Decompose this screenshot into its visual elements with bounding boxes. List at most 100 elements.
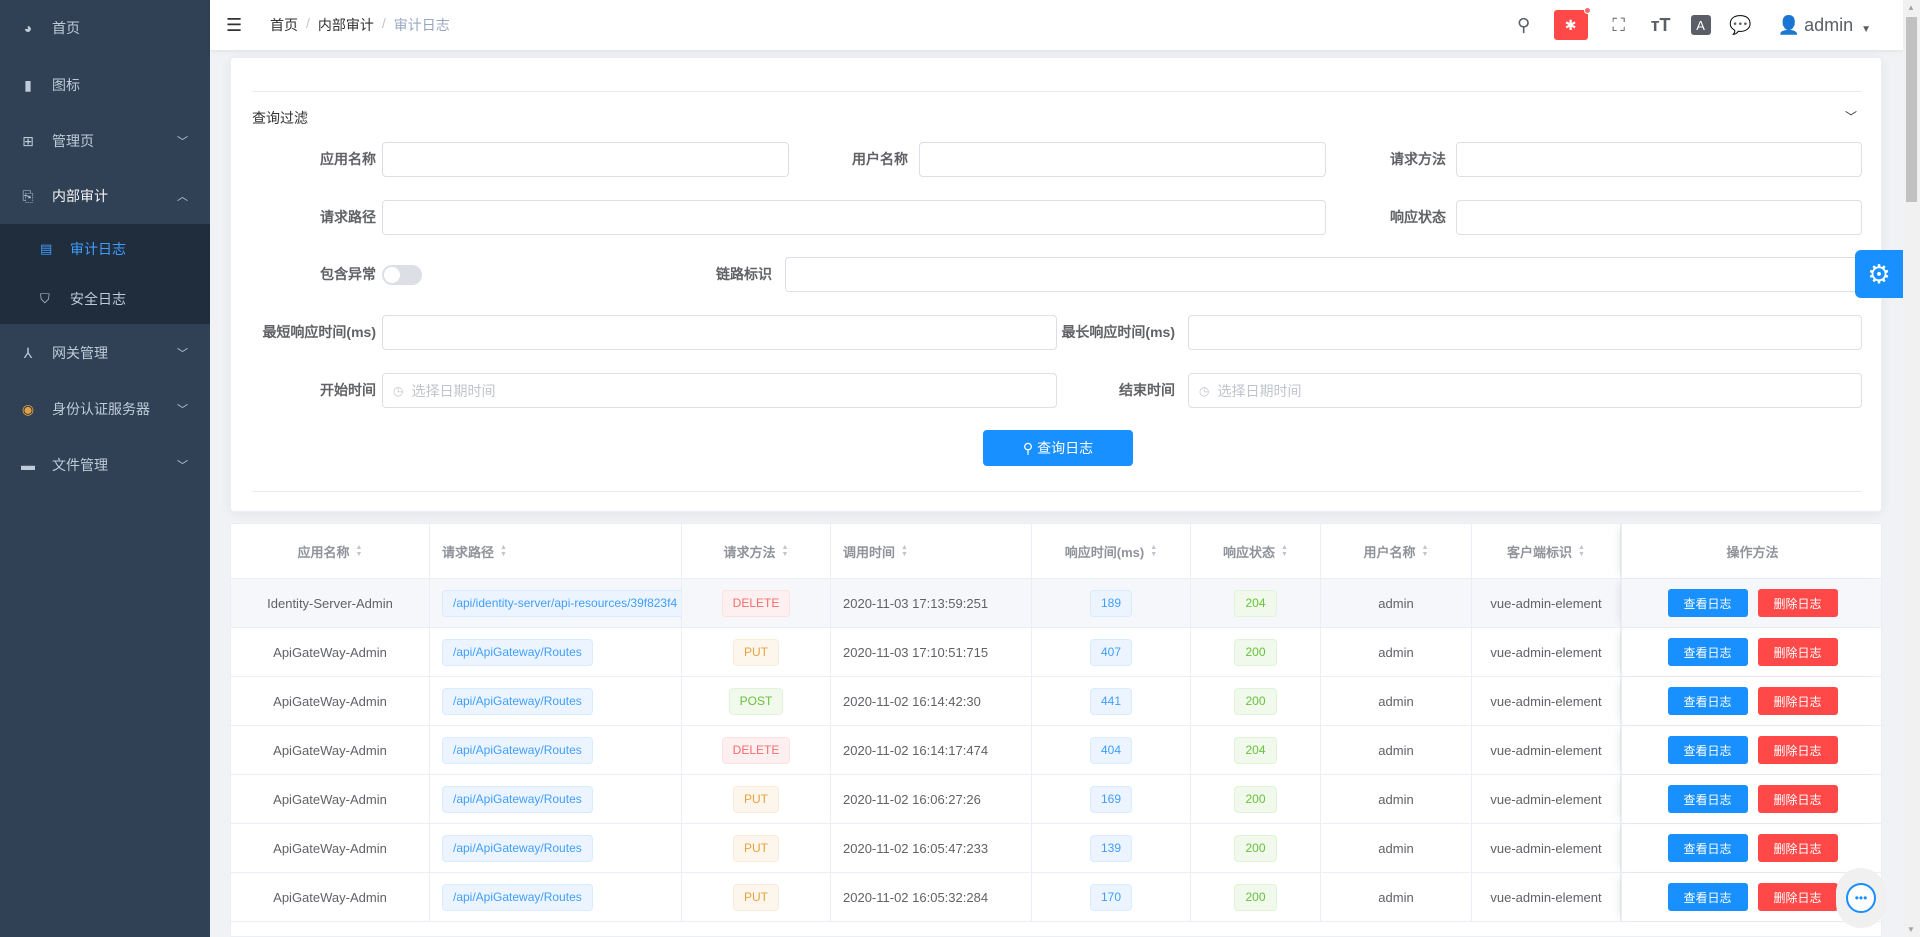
delete-log-button[interactable]: 删除日志 — [1757, 687, 1838, 715]
table-row[interactable]: ApiGateWay-Admin/api/ApiGateway/Routes DE… — [231, 726, 1881, 775]
table-row[interactable]: Identity-Server-Admin/api/identity-serve… — [231, 579, 1881, 628]
sidebar-item-security-log[interactable]: ⛉ 安全日志 — [0, 274, 210, 324]
table-cell: 查看日志 删除日志 — [1621, 824, 1881, 872]
method-tag: PUT — [733, 785, 779, 813]
error-log-button[interactable]: ✱ — [1553, 7, 1591, 40]
search-icon[interactable]: ⚲ — [1517, 14, 1531, 35]
scrollbar-thumb[interactable] — [1906, 17, 1917, 202]
table-row[interactable]: ApiGateWay-Admin/api/ApiGateway/Routes PU… — [231, 873, 1881, 922]
settings-button[interactable]: ⚙ — [1855, 250, 1903, 298]
trace-id-input[interactable] — [785, 257, 1885, 292]
sidebar-item-gateway[interactable]: ⅄ 网关管理 ﹀ — [0, 325, 210, 381]
sort-icon[interactable]: ▲ ▼ — [781, 544, 789, 558]
table-cell: 2020-11-03 17:10:51:715 — [831, 628, 1032, 676]
table-cell: PUT — [682, 628, 831, 676]
filter-title[interactable]: 查询过滤 — [252, 110, 308, 126]
user-dropdown[interactable]: 👤 admin ▼ — [1778, 15, 1871, 36]
sort-icon[interactable]: ▲ ▼ — [901, 544, 908, 558]
view-log-button[interactable]: 查看日志 — [1667, 834, 1748, 862]
status-input[interactable] — [1456, 200, 1862, 235]
end-time-picker[interactable]: ◷ 选择日期时间 — [1188, 373, 1862, 408]
column-header[interactable]: 调用时间 ▲ ▼ — [831, 524, 1032, 578]
chevron-down-icon: ﹀ — [177, 136, 188, 148]
table-row[interactable]: ApiGateWay-Admin/api/ApiGateway/Routes PU… — [231, 824, 1881, 873]
sidebar-item-identity[interactable]: ◉ 身份认证服务器 ﹀ — [0, 381, 210, 437]
delete-log-button[interactable]: 删除日志 — [1757, 883, 1838, 911]
breadcrumb-audit[interactable]: 内部审计 — [317, 17, 374, 33]
chat-widget[interactable]: ••• — [1836, 868, 1886, 928]
table-row[interactable]: ApiGateWay-Admin/api/ApiGateway/Routes PU… — [231, 628, 1881, 677]
view-log-button[interactable]: 查看日志 — [1667, 638, 1748, 666]
column-header[interactable]: 响应状态 ▲ ▼ — [1191, 524, 1321, 578]
method-tag: PUT — [733, 883, 779, 911]
app-name-input[interactable] — [382, 142, 789, 177]
app-name: ApiGateWay-Admin — [273, 840, 387, 856]
search-log-button[interactable]: ⚲ 查询日志 — [983, 430, 1133, 466]
sort-icon[interactable]: ▲ ▼ — [1578, 544, 1585, 558]
table-cell: 404 — [1032, 726, 1191, 774]
sort-icon[interactable]: ▲ ▼ — [1281, 544, 1288, 558]
table-cell: 200 — [1191, 628, 1321, 676]
min-time-input[interactable] — [382, 315, 1057, 350]
column-header[interactable]: 用户名称 ▲ ▼ — [1321, 524, 1472, 578]
audit-icon: ⎘ — [22, 187, 34, 204]
app-name: Identity-Server-Admin — [267, 595, 393, 611]
user-name: admin — [1378, 595, 1414, 611]
view-log-button[interactable]: 查看日志 — [1667, 589, 1748, 617]
column-header[interactable]: 请求方法 ▲ ▼ — [682, 524, 831, 578]
max-time-input[interactable] — [1188, 315, 1862, 350]
chevron-down-icon: ﹀ — [177, 404, 188, 416]
view-log-button[interactable]: 查看日志 — [1667, 785, 1748, 813]
table-cell: /api/ApiGateway/Routes — [430, 677, 682, 725]
view-log-button[interactable]: 查看日志 — [1667, 736, 1748, 764]
column-header[interactable]: 客户端标识 ▲ ▼ — [1472, 524, 1621, 578]
sidebar-item-icons[interactable]: ▮ 图标 — [0, 57, 210, 113]
sort-icon[interactable]: ▲ ▼ — [1150, 544, 1158, 558]
sidebar-item-label: 内部审计 — [52, 188, 108, 204]
sidebar-item-audit-log[interactable]: ▤ 审计日志 — [0, 224, 210, 274]
message-icon[interactable]: 💬 — [1729, 14, 1752, 35]
include-exception-switch[interactable] — [382, 265, 422, 285]
sidebar-item-home[interactable]: ◕ 首页 — [0, 0, 210, 56]
column-header[interactable]: 请求路径 ▲ ▼ — [430, 524, 682, 578]
path-label: 请求路径 — [320, 209, 376, 225]
delete-log-button[interactable]: 删除日志 — [1757, 638, 1838, 666]
user-name-input[interactable] — [919, 142, 1326, 177]
page-scrollbar[interactable]: ▲ ▼ — [1903, 0, 1920, 937]
table-cell: vue-admin-element — [1472, 775, 1621, 823]
method-tag: PUT — [733, 638, 779, 666]
table-row[interactable]: ApiGateWay-Admin/api/ApiGateway/Routes PU… — [231, 775, 1881, 824]
table-cell: 441 — [1032, 677, 1191, 725]
table-cell: 2020-11-02 16:14:42:30 — [831, 677, 1032, 725]
view-log-button[interactable]: 查看日志 — [1667, 883, 1748, 911]
scroll-up-icon[interactable]: ▲ — [1907, 3, 1915, 12]
hamburger-icon[interactable]: ☰ — [226, 14, 243, 35]
column-header[interactable]: 响应时间(ms) ▲ ▼ — [1032, 524, 1191, 578]
sidebar-item-audit[interactable]: ⎘ 内部审计 ︿ — [0, 168, 210, 224]
chevron-down-icon[interactable]: ﹀ — [1844, 110, 1857, 124]
path-input[interactable] — [382, 200, 1326, 235]
translate-icon[interactable]: A — [1690, 15, 1711, 35]
start-time-picker[interactable]: ◷ 选择日期时间 — [382, 373, 1057, 408]
sort-icon[interactable]: ▲ ▼ — [500, 544, 507, 558]
fullscreen-icon[interactable]: ⛶ — [1612, 14, 1625, 35]
delete-log-button[interactable]: 删除日志 — [1757, 834, 1838, 862]
breadcrumb-home[interactable]: 首页 — [270, 17, 298, 33]
sort-icon[interactable]: ▲ ▼ — [355, 544, 363, 558]
sidebar-item-admin[interactable]: ⊞ 管理页 ﹀ — [0, 113, 210, 169]
status-tag: 200 — [1234, 687, 1277, 715]
delete-log-button[interactable]: 删除日志 — [1757, 736, 1838, 764]
table-cell: ApiGateWay-Admin — [231, 628, 430, 676]
sidebar-item-files[interactable]: ▬ 文件管理 ﹀ — [0, 437, 210, 493]
delete-log-button[interactable]: 删除日志 — [1757, 785, 1838, 813]
scroll-down-icon[interactable]: ▼ — [1907, 925, 1915, 934]
column-header[interactable]: 应用名称 ▲ ▼ — [231, 524, 430, 578]
caret-down-icon: ▼ — [1861, 23, 1871, 35]
client-id: vue-admin-element — [1490, 889, 1602, 905]
font-size-icon[interactable]: тT — [1650, 14, 1671, 35]
view-log-button[interactable]: 查看日志 — [1667, 687, 1748, 715]
method-input[interactable] — [1456, 142, 1862, 177]
table-row[interactable]: ApiGateWay-Admin/api/ApiGateway/Routes PO… — [231, 677, 1881, 726]
sort-icon[interactable]: ▲ ▼ — [1421, 544, 1429, 558]
delete-log-button[interactable]: 删除日志 — [1757, 589, 1838, 617]
